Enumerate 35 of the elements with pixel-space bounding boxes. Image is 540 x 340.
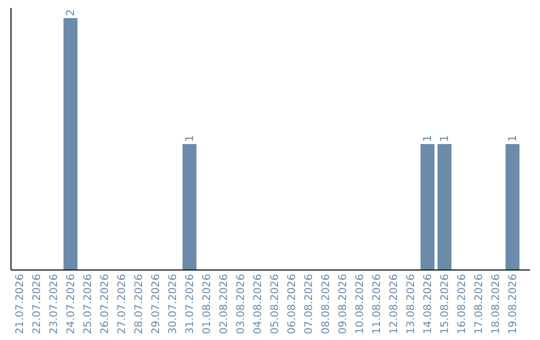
x-tick-label: 15.08.2026 [439, 274, 451, 334]
x-tick-label: 27.07.2026 [116, 274, 128, 334]
x-tick-label: 17.08.2026 [473, 274, 485, 334]
data-label: 1 [438, 135, 451, 142]
x-tick-label: 28.07.2026 [133, 274, 145, 334]
x-tick-label: 21.07.2026 [14, 274, 26, 334]
x-tick-label: 11.08.2026 [371, 274, 383, 334]
x-tick-label: 16.08.2026 [456, 274, 468, 334]
x-tick-label: 23.07.2026 [48, 274, 60, 334]
x-tick-label: 22.07.2026 [31, 274, 43, 334]
data-label: 2 [64, 9, 77, 16]
data-label: 1 [183, 135, 196, 142]
x-tick-label: 13.08.2026 [405, 274, 417, 334]
x-tick-label: 29.07.2026 [150, 274, 162, 334]
x-tick-label: 08.08.2026 [320, 274, 332, 334]
x-tick-label: 06.08.2026 [286, 274, 298, 334]
x-tick-label: 18.08.2026 [490, 274, 502, 334]
x-tick-label: 02.08.2026 [218, 274, 230, 334]
x-tick-label: 07.08.2026 [303, 274, 315, 334]
data-label: 1 [421, 135, 434, 142]
x-tick-label: 30.07.2026 [167, 274, 179, 334]
x-tick-label: 03.08.2026 [235, 274, 247, 334]
x-tick-label: 14.08.2026 [422, 274, 434, 334]
x-tick-label: 09.08.2026 [337, 274, 349, 334]
x-tick-label: 31.07.2026 [184, 274, 196, 334]
data-label: 1 [506, 135, 519, 142]
x-tick-label: 05.08.2026 [269, 274, 281, 334]
x-tick-label: 04.08.2026 [252, 274, 264, 334]
x-tick-label: 24.07.2026 [65, 274, 77, 334]
x-tick-label: 26.07.2026 [99, 274, 111, 334]
x-tick-label: 01.08.2026 [201, 274, 213, 334]
x-tick-label: 10.08.2026 [354, 274, 366, 334]
x-tick-label: 12.08.2026 [388, 274, 400, 334]
x-tick-label: 25.07.2026 [82, 274, 94, 334]
x-tick-label: 19.08.2026 [507, 274, 519, 334]
